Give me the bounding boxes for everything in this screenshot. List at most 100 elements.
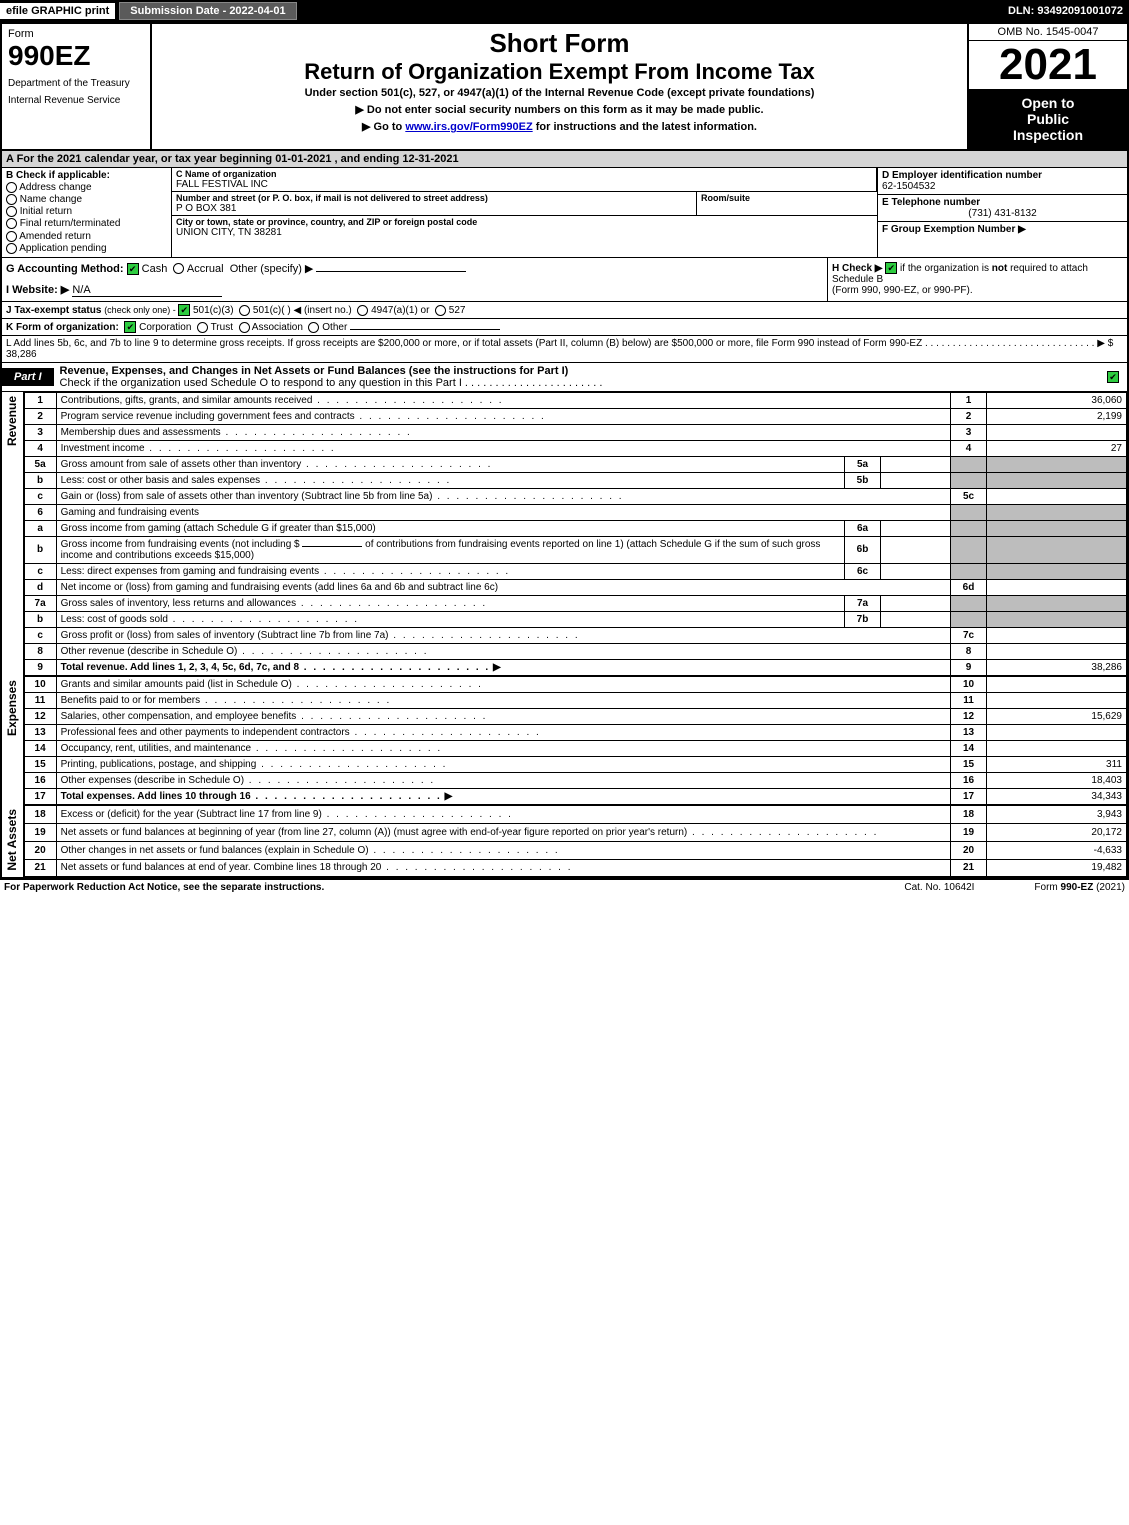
h-tail2: (Form 990, 990-EZ, or 990-PF). [832, 285, 973, 296]
line-12: 12Salaries, other compensation, and empl… [24, 708, 1126, 724]
checkbox-address-change[interactable] [6, 182, 17, 193]
checkbox-amended-return[interactable] [6, 231, 17, 242]
k-other-input[interactable] [350, 329, 500, 330]
l-value: 38,286 [6, 349, 37, 360]
j-501c: 501(c)( ) ◀ (insert no.) [253, 305, 352, 316]
checkbox-501c3[interactable]: ✔ [178, 304, 190, 316]
efile-print-button[interactable]: efile GRAPHIC print [0, 3, 115, 19]
line-10: 10Grants and similar amounts paid (list … [24, 676, 1126, 692]
netassets-block: Net Assets 18Excess or (deficit) for the… [2, 805, 1127, 878]
revenue-sideband: Revenue [2, 392, 24, 676]
line-6: 6Gaming and fundraising events [24, 504, 1126, 520]
h-not: not [992, 263, 1008, 274]
line-1: 1Contributions, gifts, grants, and simil… [24, 392, 1126, 408]
line-7b-mini [881, 611, 951, 627]
line-9: 9Total revenue. Add lines 1, 2, 3, 4, 5c… [24, 659, 1126, 675]
line-2-desc: Program service revenue including govern… [61, 411, 546, 422]
d-label: D Employer identification number [882, 170, 1123, 181]
line-20-desc: Other changes in net assets or fund bala… [61, 845, 560, 856]
section-g-h: G Accounting Method: ✔ Cash Accrual Othe… [2, 258, 1127, 302]
line-7b: bLess: cost of goods sold7b [24, 611, 1126, 627]
netassets-table: 18Excess or (deficit) for the year (Subt… [24, 805, 1127, 878]
checkbox-corporation[interactable]: ✔ [124, 321, 136, 333]
section-b: B Check if applicable: Address change Na… [2, 168, 172, 257]
g-accrual: Accrual [187, 263, 224, 275]
section-g: G Accounting Method: ✔ Cash Accrual Othe… [2, 258, 827, 301]
website-value: N/A [72, 284, 222, 297]
j-501c3: 501(c)(3) [193, 305, 234, 316]
line-13-desc: Professional fees and other payments to … [61, 727, 541, 738]
checkbox-cash[interactable]: ✔ [127, 263, 139, 275]
c-name-label: C Name of organization [176, 169, 872, 179]
section-h: H Check ▶ ✔ if the organization is not r… [827, 258, 1127, 301]
k-label: K Form of organization: [6, 322, 119, 333]
section-c: C Name of organization FALL FESTIVAL INC… [172, 168, 877, 257]
line-14-amount [987, 740, 1127, 756]
h-prefix: H Check ▶ [832, 263, 885, 274]
line-6c: cLess: direct expenses from gaming and f… [24, 563, 1126, 579]
checkbox-schedule-o-used[interactable]: ✔ [1107, 371, 1119, 383]
line-6c-desc: Less: direct expenses from gaming and fu… [61, 566, 511, 577]
i-label: I Website: ▶ [6, 284, 69, 296]
part-1-title: Revenue, Expenses, and Changes in Net As… [54, 363, 1099, 391]
line-19: 19Net assets or fund balances at beginni… [24, 823, 1126, 841]
line-7c-desc: Gross profit or (loss) from sales of inv… [61, 630, 580, 641]
opt-initial-return: Initial return [20, 206, 72, 217]
section-b-label: B Check if applicable: [6, 170, 110, 181]
checkbox-501c[interactable] [239, 305, 250, 316]
form-label: Form [8, 28, 144, 40]
checkbox-other-org[interactable] [308, 322, 319, 333]
line-5b-mini [881, 472, 951, 488]
line-9-amount: 38,286 [987, 659, 1127, 675]
line-6b-input[interactable] [302, 546, 362, 547]
line-4-desc: Investment income [61, 443, 336, 454]
checkbox-name-change[interactable] [6, 194, 17, 205]
header-right: OMB No. 1545-0047 2021 Open to Public In… [967, 24, 1127, 149]
line-19-amount: 20,172 [987, 823, 1127, 841]
k-corp: Corporation [139, 322, 191, 333]
g-other-input[interactable] [316, 271, 466, 272]
line-14: 14Occupancy, rent, utilities, and mainte… [24, 740, 1126, 756]
checkbox-initial-return[interactable] [6, 206, 17, 217]
line-11-desc: Benefits paid to or for members [61, 695, 392, 706]
section-k: K Form of organization: ✔ Corporation Tr… [2, 319, 1127, 336]
line-6a-mini [881, 520, 951, 536]
g-other: Other (specify) ▶ [230, 263, 314, 275]
dln-number: DLN: 93492091001072 [1002, 5, 1129, 17]
j-label: J Tax-exempt status [6, 305, 104, 316]
line-7a-mini [881, 595, 951, 611]
k-trust: Trust [211, 322, 233, 333]
line-1-desc: Contributions, gifts, grants, and simila… [61, 395, 504, 406]
checkbox-trust[interactable] [197, 322, 208, 333]
part-1-tab: Part I [2, 368, 54, 386]
checkbox-accrual[interactable] [173, 263, 184, 274]
line-6b-desc1: Gross income from fundraising events (no… [61, 539, 300, 550]
line-2: 2Program service revenue including gover… [24, 408, 1126, 424]
line-4-amount: 27 [987, 440, 1127, 456]
opt-address-change: Address change [19, 182, 91, 193]
section-l: L Add lines 5b, 6c, and 7b to line 9 to … [2, 336, 1127, 363]
line-6d-amount [987, 579, 1127, 595]
checkbox-527[interactable] [435, 305, 446, 316]
under-section: Under section 501(c), 527, or 4947(a)(1)… [156, 87, 963, 99]
goto-link[interactable]: www.irs.gov/Form990EZ [405, 121, 532, 133]
checkbox-schedule-b-not-required[interactable]: ✔ [885, 262, 897, 274]
line-6c-mini [881, 563, 951, 579]
line-13-amount [987, 724, 1127, 740]
checkbox-4947[interactable] [357, 305, 368, 316]
line-15-desc: Printing, publications, postage, and shi… [61, 759, 448, 770]
line-21: 21Net assets or fund balances at end of … [24, 859, 1126, 877]
checkbox-application-pending[interactable] [6, 243, 17, 254]
section-a-tax-year: A For the 2021 calendar year, or tax yea… [2, 151, 1127, 168]
goto-line: ▶ Go to www.irs.gov/Form990EZ for instru… [156, 120, 963, 133]
line-5c-desc: Gain or (loss) from sale of assets other… [61, 491, 624, 502]
checkbox-final-return[interactable] [6, 218, 17, 229]
line-5c-amount [987, 488, 1127, 504]
line-14-desc: Occupancy, rent, utilities, and maintena… [61, 743, 443, 754]
line-20: 20Other changes in net assets or fund ba… [24, 841, 1126, 859]
form-code: 990EZ [8, 40, 144, 72]
opt-amended-return: Amended return [19, 231, 91, 242]
checkbox-association[interactable] [239, 322, 250, 333]
line-13: 13Professional fees and other payments t… [24, 724, 1126, 740]
header-left: Form 990EZ Department of the Treasury In… [2, 24, 152, 149]
